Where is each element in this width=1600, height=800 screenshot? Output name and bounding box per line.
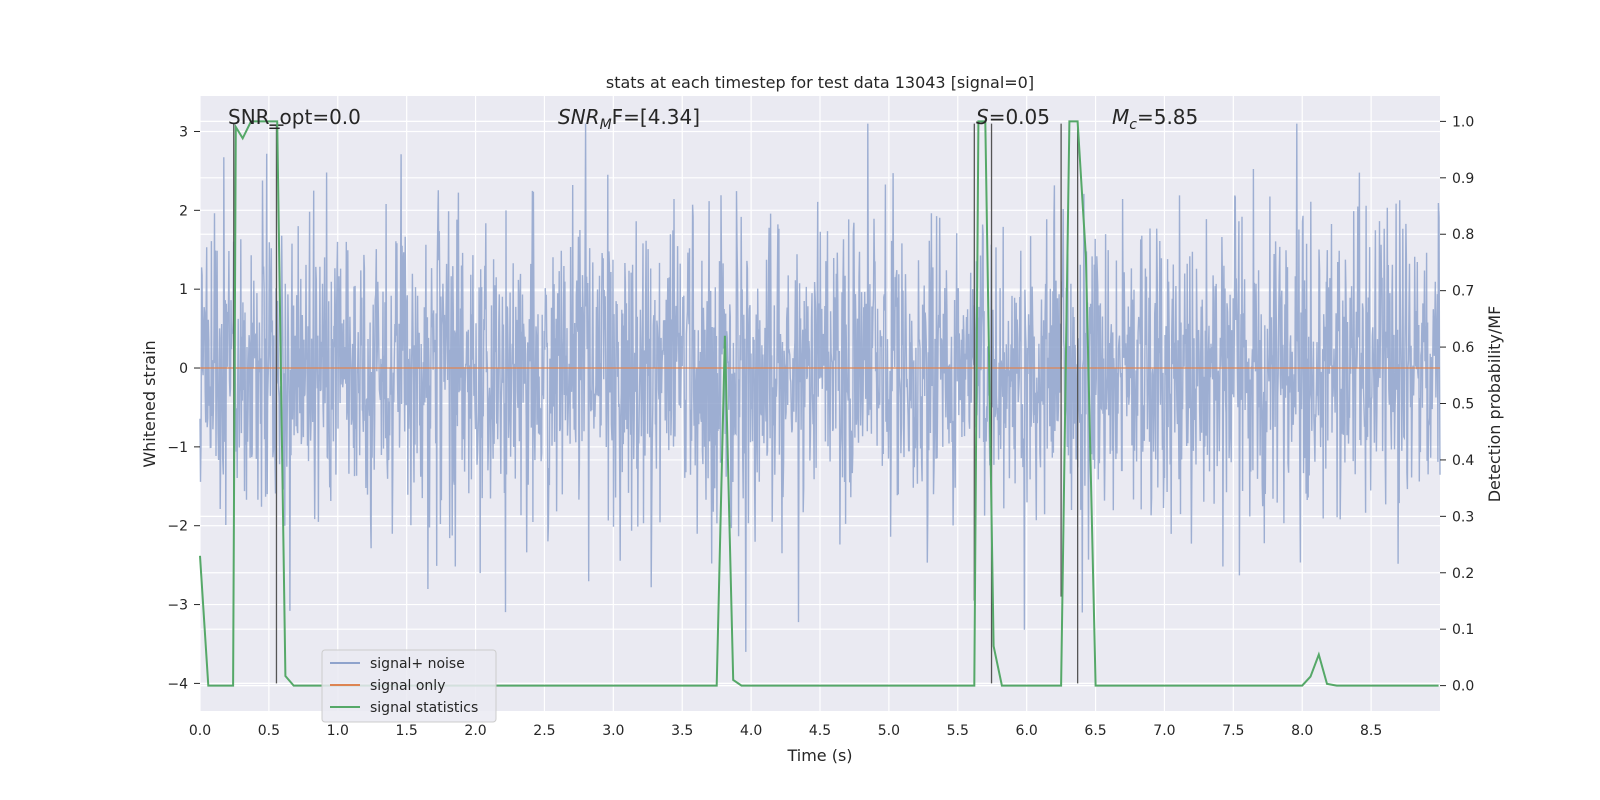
annotation-snr-opt: SNR_opt=0.0: [228, 105, 361, 129]
y2-tick-label: 0.9: [1452, 171, 1474, 187]
annotation-snr-mf: SNRMF=[4.34]: [558, 105, 700, 133]
y2-axis-label: Detection probability/MF: [1485, 306, 1504, 503]
y-tick-label: −3: [167, 598, 188, 614]
legend-label-signal-noise: signal+ noise: [370, 656, 465, 672]
y-axis-label: Whitened strain: [140, 340, 159, 467]
x-tick-label: 6.0: [1016, 723, 1038, 739]
legend-label-signal-only: signal only: [370, 678, 445, 694]
y2-tick-label: 0.4: [1452, 453, 1474, 469]
x-tick-label: 1.5: [396, 723, 418, 739]
x-tick-label: 2.5: [533, 723, 555, 739]
y-tick-label: −2: [167, 519, 188, 535]
mc-var: M: [1112, 105, 1129, 129]
y2-tick-label: 0.3: [1452, 509, 1474, 525]
y2-tick-label: 1.0: [1452, 114, 1474, 130]
x-tick-label: 3.0: [602, 723, 624, 739]
x-tick-label: 8.5: [1360, 723, 1382, 739]
y-tick-label: −4: [167, 676, 188, 692]
x-tick-label: 0.0: [189, 723, 211, 739]
mc-rest: =5.85: [1137, 105, 1198, 129]
s-rest: =0.05: [989, 105, 1050, 129]
legend-box: [321, 649, 497, 723]
s-var: S: [976, 105, 989, 129]
annotation-mc: Mc=5.85: [1112, 105, 1198, 133]
annotation-s: S=0.05: [976, 105, 1050, 129]
y2-tick-label: 0.7: [1452, 284, 1474, 300]
x-tick-label: 8.0: [1291, 723, 1313, 739]
x-tick-label: 6.5: [1084, 723, 1106, 739]
chart-title: stats at each timestep for test data 130…: [606, 73, 1034, 92]
x-tick-label: 5.5: [947, 723, 969, 739]
y-tick-label: 0: [179, 361, 188, 377]
vertical-markers: [233, 123, 1079, 684]
y2-axis-ticks: 1.0 0.9 0.8 0.7 0.6 0.5 0.4 0.3 0.2 0.1 0.0: [1440, 114, 1474, 695]
legend: signal+ noise signal only signal statist…: [321, 649, 497, 723]
y-tick-label: 2: [179, 203, 188, 219]
y-axis-ticks: 3 2 1 0 −1 −2 −3 −4: [167, 124, 200, 692]
legend-label-signal-statistics: signal statistics: [370, 700, 478, 716]
mc-subscript: c: [1129, 117, 1137, 133]
snr-mf-rest: F=[4.34]: [612, 105, 700, 129]
y2-tick-label: 0.8: [1452, 227, 1474, 243]
x-tick-label: 4.0: [740, 723, 762, 739]
y2-tick-label: 0.0: [1452, 679, 1474, 695]
y2-tick-label: 0.2: [1452, 566, 1474, 582]
y-tick-label: 1: [179, 282, 188, 298]
x-tick-label: 2.0: [464, 723, 486, 739]
y-tick-label: −1: [167, 440, 188, 456]
x-tick-label: 7.0: [1153, 723, 1175, 739]
x-axis-ticks: 0.0 0.5 1.0 1.5 2.0 2.5 3.0 3.5 4.0 4.5 5.0 5.5 6.0 6…: [189, 723, 1382, 739]
series-signal-noise: [199, 123, 1441, 652]
signal-statistics-line: [199, 120, 1439, 687]
y2-tick-label: 0.6: [1452, 340, 1474, 356]
signal-noise-line: [199, 123, 1441, 652]
snr-mf-subscript: M: [600, 117, 612, 133]
snr-mf-var: SNR: [558, 105, 600, 129]
x-tick-label: 7.5: [1222, 723, 1244, 739]
y-tick-label: 3: [179, 124, 188, 140]
series-signal-statistics: [199, 120, 1439, 687]
x-tick-label: 5.0: [878, 723, 900, 739]
x-axis-label: Time (s): [786, 746, 852, 765]
x-tick-label: 4.5: [809, 723, 831, 739]
y2-tick-label: 0.1: [1452, 622, 1474, 638]
x-tick-label: 0.5: [258, 723, 280, 739]
x-tick-label: 1.0: [327, 723, 349, 739]
x-tick-label: 3.5: [671, 723, 693, 739]
y2-tick-label: 0.5: [1452, 397, 1474, 413]
